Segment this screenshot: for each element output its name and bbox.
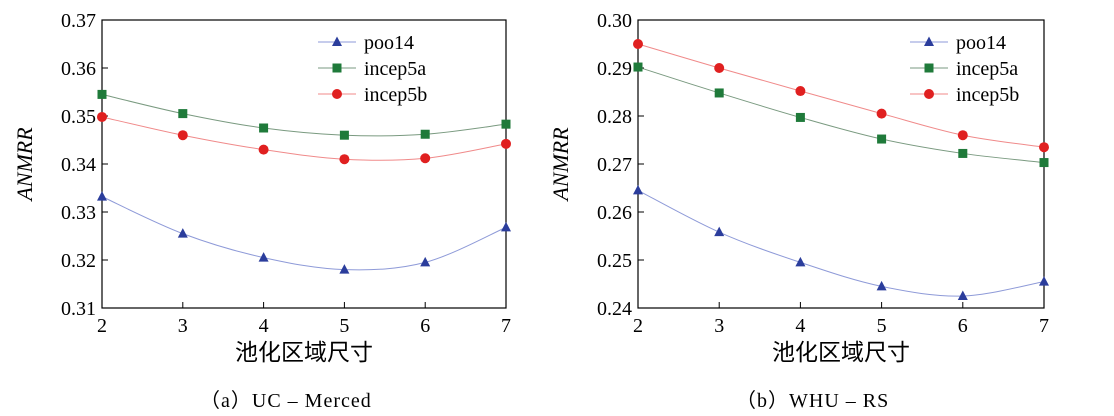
data-point-poo14	[420, 256, 431, 267]
series-line-poo14	[637, 189, 1045, 297]
y-tick-label: 0.30	[597, 10, 632, 32]
legend-marker-poo14	[332, 36, 342, 46]
y-tick-label: 0.36	[61, 58, 96, 80]
data-point-poo14	[501, 221, 511, 232]
data-point-incep5b	[876, 108, 887, 119]
series-line-incep5a	[637, 66, 1045, 164]
legend-label-incep5a: incep5a	[956, 58, 1018, 80]
data-point-incep5b	[633, 39, 643, 49]
data-point-poo14	[339, 264, 350, 274]
data-point-incep5b	[957, 130, 968, 141]
data-point-incep5a	[877, 134, 887, 144]
data-point-poo14	[97, 191, 107, 201]
legend-marker-incep5a	[924, 63, 934, 73]
data-point-incep5a	[339, 130, 349, 140]
data-point-incep5a	[97, 89, 107, 99]
y-tick-label: 0.33	[61, 202, 96, 224]
data-point-incep5a	[958, 148, 968, 158]
legend-marker-incep5b	[924, 89, 934, 99]
data-point-incep5a	[259, 123, 269, 133]
series-line-incep5a	[101, 93, 507, 137]
caption-whu-rs: （b）WHU – RS	[736, 390, 890, 412]
data-point-poo14	[795, 256, 806, 267]
data-point-incep5b	[258, 144, 269, 155]
y-axis-label: ANMRR	[12, 127, 37, 203]
data-point-incep5b	[714, 63, 725, 73]
series-line-incep5b	[637, 43, 1045, 148]
data-point-incep5b	[339, 154, 350, 165]
data-point-poo14	[177, 228, 188, 238]
x-tick-label: 4	[795, 315, 805, 337]
chart-whu-rs: 0.24 0.25 0.26 0.27 0.28 0.29 0.30 2 3 4 5 6 7 池化区域尺寸…	[548, 10, 1049, 365]
y-tick-label: 0.28	[597, 106, 632, 128]
caption-uc-merced: （a）UC – Merced	[200, 390, 372, 412]
x-tick-label: 5	[339, 315, 349, 337]
y-tick-label: 0.35	[61, 106, 96, 128]
y-tick-label: 0.34	[61, 154, 96, 176]
x-axis-label: 池化区域尺寸	[772, 340, 910, 365]
series-line-poo14	[101, 196, 507, 271]
legend-label-poo14: poo14	[364, 32, 414, 54]
x-tick-label: 4	[259, 315, 269, 337]
data-point-incep5a	[714, 88, 724, 98]
data-point-incep5b	[1039, 142, 1049, 153]
data-point-incep5a	[501, 119, 511, 129]
x-tick-label: 6	[420, 315, 430, 337]
data-point-incep5a	[420, 129, 430, 139]
data-point-incep5a	[795, 112, 805, 122]
data-point-incep5a	[1039, 158, 1049, 168]
data-point-poo14	[258, 252, 269, 262]
x-tick-label: 3	[178, 315, 188, 337]
y-tick-label: 0.31	[61, 298, 96, 320]
data-point-incep5b	[177, 130, 188, 141]
legend-marker-poo14	[924, 36, 934, 46]
data-point-poo14	[1039, 276, 1049, 286]
data-point-poo14	[633, 184, 643, 195]
data-point-poo14	[714, 226, 725, 237]
data-point-incep5b	[420, 153, 431, 164]
legend-marker-incep5b	[332, 89, 342, 99]
legend-label-incep5b: incep5b	[364, 84, 427, 106]
x-tick-label: 3	[714, 315, 724, 337]
y-tick-label: 0.26	[597, 202, 632, 224]
x-tick-label: 6	[958, 315, 968, 337]
data-point-poo14	[957, 290, 968, 300]
y-axis-label: ANMRR	[548, 127, 573, 203]
x-tick-label: 2	[97, 315, 107, 337]
y-tick-label: 0.25	[597, 250, 632, 272]
data-point-incep5b	[97, 111, 107, 122]
x-axis-label: 池化区域尺寸	[235, 340, 373, 365]
legend-label-incep5b: incep5b	[956, 84, 1019, 106]
y-tick-label: 0.29	[597, 58, 632, 80]
data-point-incep5a	[178, 109, 188, 119]
series-line-incep5b	[101, 116, 507, 161]
y-tick-label: 0.37	[61, 10, 96, 32]
x-tick-label: 7	[501, 315, 511, 337]
data-point-incep5a	[633, 62, 643, 72]
legend-marker-incep5a	[332, 63, 342, 73]
data-point-poo14	[876, 280, 887, 291]
plot-frame	[101, 19, 507, 309]
x-tick-label: 5	[877, 315, 887, 337]
data-point-incep5b	[795, 86, 806, 97]
chart-uc-merced: 0.31 0.32 0.33 0.34 0.35 0.36 0.37 2 3 4 5 6 7 池化区域尺寸…	[12, 10, 511, 365]
data-point-incep5b	[501, 138, 511, 149]
y-tick-label: 0.24	[597, 298, 632, 320]
y-tick-label: 0.27	[597, 154, 632, 176]
legend-label-poo14: poo14	[956, 32, 1006, 54]
legend-label-incep5a: incep5a	[364, 58, 426, 80]
x-tick-label: 2	[633, 315, 643, 337]
y-tick-label: 0.32	[61, 250, 96, 272]
x-tick-label: 7	[1039, 315, 1049, 337]
